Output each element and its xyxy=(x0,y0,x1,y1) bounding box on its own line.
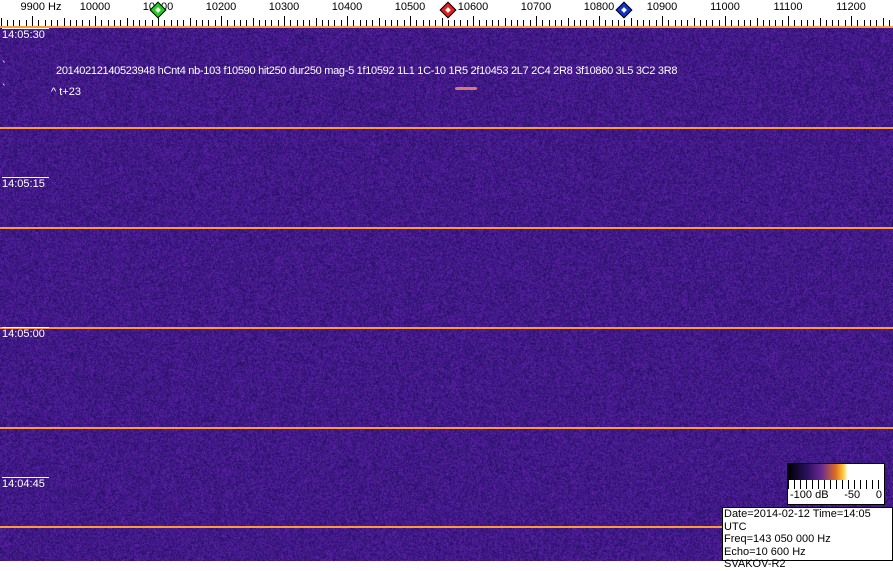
ruler-tick xyxy=(820,18,821,26)
ruler-tick xyxy=(284,16,285,26)
station-name: SVAKOV-R2 xyxy=(724,558,892,571)
frequency-label: 10200 xyxy=(206,1,237,13)
frequency-label: 10700 xyxy=(521,1,552,13)
ruler-tick xyxy=(379,18,380,26)
ruler-tick xyxy=(662,16,663,26)
ruler-tick xyxy=(599,16,600,26)
frequency-label: 10300 xyxy=(269,1,300,13)
annotation-mark: ` xyxy=(2,83,6,95)
time-label: 14:05:30 xyxy=(2,28,49,41)
ruler-tick xyxy=(473,16,474,26)
ruler-tick xyxy=(536,16,537,26)
frequency-label: 10900 xyxy=(647,1,678,13)
frequency-label: 10500 xyxy=(395,1,426,13)
frequency: Freq=143 050 000 Hz xyxy=(724,533,892,546)
waterfall-canvas xyxy=(0,26,893,561)
ruler-tick xyxy=(190,18,191,26)
ruler-tick xyxy=(505,18,506,26)
time-divider xyxy=(0,427,893,429)
frequency-label: 10600 xyxy=(458,1,489,13)
time-label: 14:05:15 xyxy=(2,177,49,190)
ruler-tick xyxy=(95,16,96,26)
detection-annotation: 20140212140523948 hCnt4 nb-103 f10590 hi… xyxy=(56,65,677,77)
ruler-tick xyxy=(64,18,65,26)
ruler-tick xyxy=(725,16,726,26)
ruler-tick xyxy=(221,16,222,26)
time-divider xyxy=(0,26,893,28)
info-box: Date=2014-02-12 Time=14:05 UTC Freq=143 … xyxy=(722,507,893,561)
frequency-label: 10800 xyxy=(584,1,615,13)
ruler-tick xyxy=(127,18,128,26)
ruler-tick xyxy=(851,16,852,26)
date-time: Date=2014-02-12 Time=14:05 UTC xyxy=(724,508,892,533)
ruler-tick xyxy=(442,18,443,26)
scale-min-label: -100 dB xyxy=(790,489,829,501)
color-scale-legend: -100 dB -50 0 xyxy=(787,463,885,505)
frequency-unit-label: 9900 Hz xyxy=(21,1,62,13)
ruler-tick xyxy=(788,16,789,26)
ruler-tick xyxy=(253,18,254,26)
frequency-ruler[interactable]: 9900 Hz 10000101001020010300104001050010… xyxy=(0,0,893,26)
time-label: 14:04:45 xyxy=(2,477,49,490)
time-divider xyxy=(0,227,893,229)
time-divider xyxy=(0,327,893,329)
annotation-mark: ` xyxy=(2,60,6,72)
frequency-label: 10400 xyxy=(332,1,363,13)
ruler-tick xyxy=(631,18,632,26)
scale-mid-label: -50 xyxy=(844,489,860,501)
ruler-tick xyxy=(316,18,317,26)
ruler-tick xyxy=(410,16,411,26)
ruler-tick xyxy=(32,16,33,26)
frequency-label: 11200 xyxy=(836,1,866,13)
scale-max-label: 0 xyxy=(876,489,882,501)
waterfall-display[interactable]: 14:05:30 14:05:15 14:05:00 14:04:45 ` ` … xyxy=(0,26,893,561)
blue-frequency-marker-icon[interactable] xyxy=(616,2,633,19)
ruler-tick xyxy=(757,18,758,26)
ruler-tick xyxy=(1,18,2,26)
color-scale-ticks xyxy=(788,480,884,489)
ruler-tick xyxy=(347,16,348,26)
ruler-tick xyxy=(694,18,695,26)
meteor-echo-trace xyxy=(455,87,477,90)
frequency-label: 11000 xyxy=(710,1,740,13)
red-frequency-marker-icon[interactable] xyxy=(439,2,456,19)
detection-time-offset: ^ t+23 xyxy=(51,86,81,98)
ruler-tick xyxy=(568,18,569,26)
ruler-tick xyxy=(883,18,884,26)
echo-frequency: Echo=10 600 Hz xyxy=(724,546,892,559)
frequency-label: 11100 xyxy=(774,1,803,13)
frequency-label: 10000 xyxy=(80,1,111,13)
time-label: 14:05:00 xyxy=(2,327,49,340)
time-divider xyxy=(0,127,893,129)
color-gradient xyxy=(788,464,884,480)
